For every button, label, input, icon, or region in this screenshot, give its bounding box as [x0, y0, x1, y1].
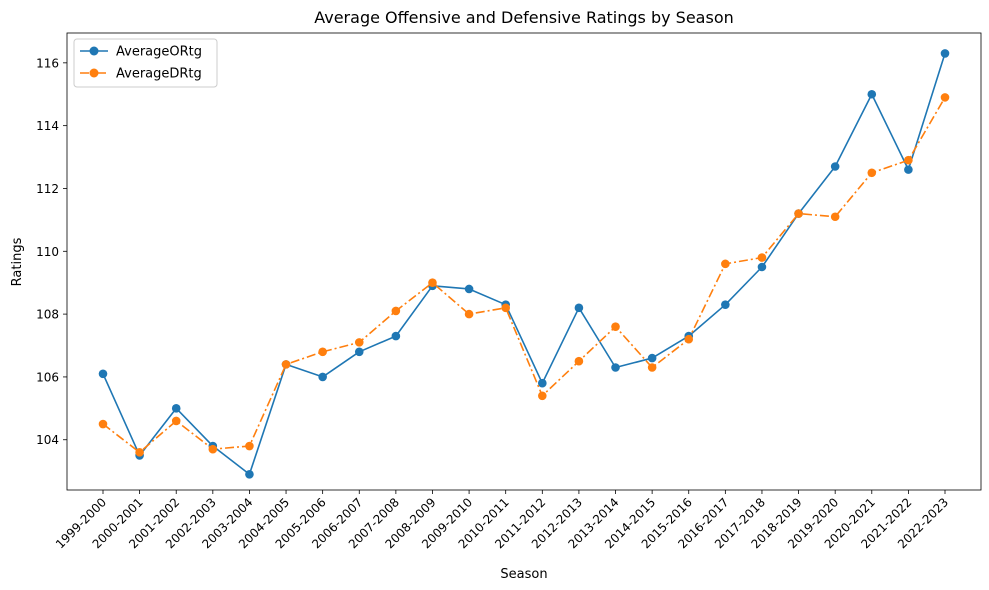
series-layer: [98, 49, 950, 479]
data-point-drating: [428, 278, 437, 288]
y-tick-label: 116: [36, 56, 59, 70]
data-point-drating: [318, 347, 327, 357]
legend: AverageORtg AverageDRtg: [73, 38, 218, 88]
y-tick-label: 106: [36, 370, 59, 384]
data-point-orating: [245, 469, 254, 479]
data-point-drating: [684, 334, 694, 344]
data-point-orating: [171, 404, 181, 413]
data-point-orating: [830, 162, 840, 171]
data-point-orating: [318, 372, 327, 382]
data-point-orating: [757, 262, 767, 272]
plot-frame: [66, 32, 982, 491]
data-point-drating: [904, 155, 913, 165]
data-point-drating: [281, 360, 291, 369]
data-point-orating: [574, 303, 584, 313]
x-axis-label: Season: [500, 567, 547, 582]
data-point-drating: [574, 356, 584, 366]
data-point-drating: [98, 419, 108, 429]
legend-drating-marker: [89, 68, 99, 78]
y-tick-label: 112: [36, 182, 59, 196]
data-point-drating: [794, 209, 803, 218]
data-point-drating: [940, 93, 950, 102]
data-point-drating: [171, 416, 181, 426]
data-point-drating: [538, 391, 547, 401]
data-point-drating: [647, 363, 657, 372]
data-point-drating: [721, 259, 730, 269]
legend-orating-label: AverageORtg: [116, 45, 202, 60]
data-point-drating: [611, 322, 620, 331]
y-tick-label: 110: [36, 245, 59, 259]
legend-orating-marker: [89, 46, 99, 56]
y-axis-label: Ratings: [10, 237, 25, 286]
data-point-orating: [611, 363, 620, 372]
data-point-orating: [721, 300, 730, 309]
data-point-orating: [940, 49, 950, 58]
data-point-orating: [867, 89, 877, 99]
data-point-drating: [245, 441, 254, 451]
data-point-drating: [391, 306, 401, 316]
y-tick-label: 114: [36, 119, 59, 133]
y-tick-label: 108: [36, 308, 59, 322]
data-point-drating: [757, 253, 767, 262]
series-line-drating: [102, 96, 946, 454]
series-drating: [98, 93, 950, 457]
y-tick-label: 104: [36, 433, 59, 447]
data-point-drating: [135, 448, 144, 457]
data-point-orating: [538, 378, 547, 388]
data-point-drating: [354, 338, 364, 347]
data-point-orating: [647, 353, 657, 363]
legend-box: [73, 38, 218, 88]
series-line-orating: [102, 53, 946, 476]
data-point-drating: [867, 168, 877, 178]
data-point-orating: [464, 284, 474, 294]
data-point-drating: [464, 309, 474, 319]
data-point-orating: [391, 331, 401, 341]
data-point-orating: [904, 165, 913, 174]
data-point-orating: [98, 369, 108, 379]
chart-title: Average Offensive and Defensive Ratings …: [314, 8, 734, 27]
data-point-drating: [501, 303, 510, 313]
legend-entry-drating: AverageDRtg: [80, 67, 202, 82]
legend-entry-orating: AverageORtg: [80, 45, 202, 60]
data-point-orating: [354, 347, 364, 357]
plot-area: [67, 33, 981, 490]
data-point-drating: [208, 444, 218, 454]
legend-drating-label: AverageDRtg: [116, 67, 202, 82]
data-point-drating: [830, 212, 840, 222]
